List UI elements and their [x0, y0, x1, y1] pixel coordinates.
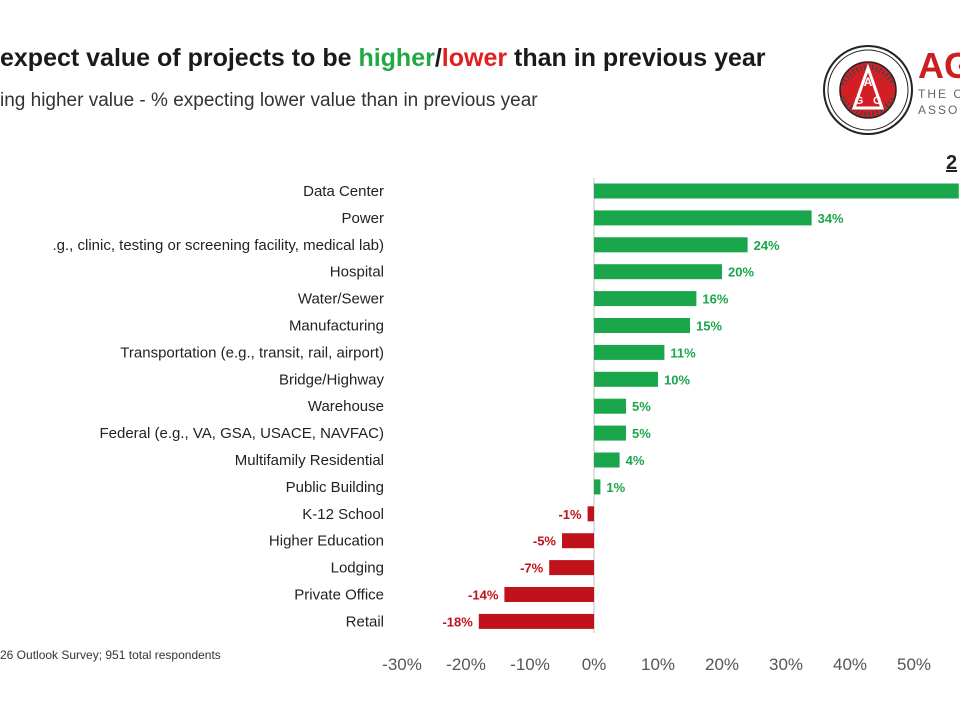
value-label: -7% — [520, 561, 544, 576]
category-label: Private Office — [294, 587, 384, 604]
category-label: Federal (e.g., VA, GSA, USACE, NAVFAC) — [99, 425, 384, 442]
title-higher: higher — [358, 44, 435, 72]
bar — [594, 210, 812, 226]
category-label: Hospital — [330, 264, 384, 281]
chart-title: expect value of projects to be higher/lo… — [0, 44, 766, 73]
value-label: 24% — [754, 238, 780, 253]
bar — [594, 425, 626, 441]
agc-wordmark-line1: THE C — [918, 87, 960, 101]
category-label: Higher Education — [269, 533, 384, 550]
x-tick-label: 0% — [582, 655, 607, 674]
category-label: .g., clinic, testing or screening facili… — [52, 237, 384, 254]
x-tick-label: 10% — [641, 655, 675, 674]
value-label: 15% — [696, 319, 722, 334]
value-label: 34% — [818, 211, 844, 226]
category-label: Transportation (e.g., transit, rail, air… — [120, 344, 384, 361]
value-label: 5% — [632, 399, 651, 414]
category-label: Public Building — [286, 479, 384, 496]
category-label: Retail — [346, 613, 384, 630]
title-part-post: than in previous year — [507, 44, 766, 72]
bar — [594, 318, 690, 333]
category-label: Water/Sewer — [298, 291, 384, 308]
agc-wordmark: AG THE C ASSO — [918, 46, 960, 118]
seal-letter-c: C — [873, 95, 881, 107]
x-tick-label: -20% — [446, 655, 486, 674]
category-label: Manufacturing — [289, 318, 384, 335]
title-lower: lower — [441, 44, 508, 72]
bar — [594, 479, 601, 495]
value-label: 4% — [626, 453, 645, 468]
x-tick-label: -30% — [382, 655, 422, 674]
x-tick-label: 50% — [897, 655, 931, 674]
title-slash: / — [434, 44, 442, 72]
value-label: -1% — [558, 507, 582, 522]
value-label: 5% — [632, 426, 651, 441]
value-label: -18% — [442, 614, 473, 629]
bar — [594, 183, 959, 199]
category-label: Warehouse — [308, 398, 384, 415]
value-label: 10% — [664, 372, 690, 387]
bar — [594, 291, 697, 307]
seal-letter-g: G — [855, 95, 864, 107]
value-label: 11% — [670, 345, 696, 360]
agc-wordmark-big: AG — [918, 45, 960, 86]
agc-seal-logo: A G C — [823, 45, 913, 135]
agc-wordmark-line2: ASSO — [918, 103, 960, 117]
bar — [549, 560, 594, 576]
year-label: 2 — [946, 152, 958, 174]
bar — [594, 371, 658, 387]
bar — [594, 264, 722, 280]
title-part-pre: expect value of projects to be — [0, 44, 359, 72]
bar — [594, 344, 665, 360]
bar — [587, 506, 594, 522]
x-tick-label: 40% — [833, 655, 867, 674]
x-tick-label: 20% — [705, 655, 739, 674]
bar — [504, 587, 594, 602]
source-note: 26 Outlook Survey; 951 total respondents — [0, 648, 221, 662]
bar — [594, 398, 626, 414]
value-label: 20% — [728, 265, 754, 280]
bar — [478, 613, 594, 629]
chart-subtitle: ing higher value - % expecting lower val… — [0, 90, 538, 111]
category-label: Power — [341, 210, 384, 227]
category-label: Multifamily Residential — [235, 452, 384, 469]
value-label: 16% — [702, 292, 728, 307]
value-label: 1% — [606, 480, 625, 495]
value-label: -14% — [468, 588, 499, 603]
category-label: Data Center — [303, 183, 384, 200]
x-tick-label: -10% — [510, 655, 550, 674]
category-label: K-12 School — [302, 506, 384, 523]
bar — [594, 452, 620, 468]
bar — [594, 237, 748, 253]
seal-letter-a: A — [864, 75, 873, 89]
category-label: Bridge/Highway — [279, 371, 385, 388]
bar — [562, 533, 594, 549]
x-tick-label: 30% — [769, 655, 803, 674]
value-label: -5% — [533, 534, 557, 549]
category-label: Lodging — [331, 560, 384, 577]
